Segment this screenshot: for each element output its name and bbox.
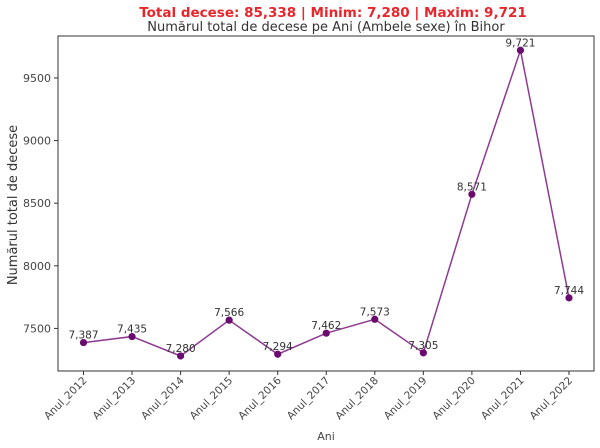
y-tick-label: 8000 <box>23 260 51 273</box>
data-label: 7,462 <box>311 320 341 332</box>
y-tick-label: 8500 <box>23 197 51 210</box>
data-label: 7,280 <box>166 343 196 355</box>
x-axis-label: Ani <box>317 430 335 443</box>
data-point <box>322 329 330 337</box>
chart-summary: Total decese: 85,338 | Minim: 7,280 | Ma… <box>139 5 527 21</box>
x-tick-label: Anul_2012 <box>42 375 90 423</box>
data-label: 7,305 <box>408 340 438 352</box>
data-label: 7,387 <box>68 330 98 342</box>
data-label: 7,573 <box>360 306 390 318</box>
data-label: 7,435 <box>117 324 147 336</box>
chart-title: Numărul total de decese pe Ani (Ambele s… <box>147 20 505 35</box>
data-label: 9,721 <box>505 37 535 49</box>
x-tick-label: Anul_2014 <box>139 374 187 422</box>
data-label: 7,566 <box>214 307 244 319</box>
data-point <box>225 316 233 324</box>
data-point <box>371 315 379 323</box>
data-point <box>516 46 525 54</box>
y-tick-label: 9000 <box>23 135 51 148</box>
data-point <box>128 332 136 341</box>
y-tick-label: 7500 <box>23 322 51 335</box>
data-label: 7,744 <box>554 285 584 297</box>
x-tick-label: Anul_2013 <box>91 375 139 423</box>
data-point <box>565 294 573 302</box>
x-tick-label: Anul_2015 <box>188 375 236 423</box>
y-axis-label: Numărul total de decese <box>6 125 21 285</box>
x-tick-label: Anul_2020 <box>430 375 478 423</box>
data-point <box>419 349 427 357</box>
x-tick-label: Anul_2021 <box>479 375 527 423</box>
data-label: 8,571 <box>457 181 487 193</box>
x-tick-label: Anul_2022 <box>527 375 575 423</box>
data-point <box>177 352 185 360</box>
data-point <box>79 338 88 347</box>
x-tick-label: Anul_2018 <box>333 375 381 423</box>
x-tick-label: Anul_2016 <box>236 374 284 422</box>
data-label: 7,294 <box>263 341 293 353</box>
series-line <box>83 47 570 357</box>
x-tick-label: Anul_2019 <box>382 375 430 423</box>
data-point <box>274 350 282 358</box>
y-tick-label: 9500 <box>23 72 51 85</box>
data-point <box>468 190 476 198</box>
x-tick-label: Anul_2017 <box>285 375 333 423</box>
